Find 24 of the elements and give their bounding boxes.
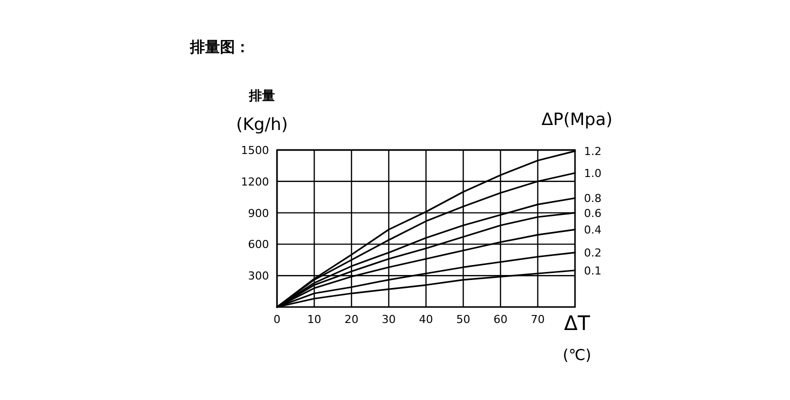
series-label: 0.1	[584, 264, 602, 278]
x-tick-label: 10	[307, 313, 322, 326]
y-tick-label: 1500	[241, 144, 269, 157]
series-label: 1.2	[584, 145, 602, 158]
x-tick-label: 70	[530, 313, 545, 326]
legend-title: ΔP(Mpa)	[541, 110, 613, 130]
series-label: 0.4	[584, 224, 602, 237]
series-label: 0.2	[584, 246, 602, 260]
y-tick-label: 600	[248, 238, 269, 252]
x-axis-title: ΔT (℃)	[562, 311, 592, 364]
x-tick-label: 50	[456, 313, 470, 326]
y-tick-label: 1200	[241, 175, 269, 188]
series-label: 0.6	[584, 207, 602, 220]
y-axis-title: 排量 (Kg/h)	[236, 89, 288, 135]
x-tick-label: 30	[382, 313, 396, 326]
chart-title: 排量图：	[189, 38, 250, 56]
y-tick-label: 900	[248, 206, 269, 220]
series-label: 1.0	[584, 167, 602, 180]
x-tick-label: 60	[494, 313, 508, 326]
x-tick-label: 20	[344, 313, 358, 326]
series-label: 0.8	[584, 192, 602, 206]
x-tick-label: 0	[274, 313, 280, 326]
y-tick-label: 300	[248, 270, 269, 283]
x-tick-label: 40	[419, 313, 433, 326]
